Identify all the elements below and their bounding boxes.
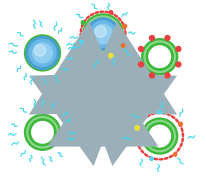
Circle shape [150,157,153,160]
Circle shape [81,21,85,24]
Circle shape [146,43,173,70]
Circle shape [83,14,123,54]
Circle shape [93,24,113,44]
Circle shape [32,122,53,143]
Circle shape [25,35,61,71]
Circle shape [123,24,127,28]
Circle shape [176,62,181,67]
Circle shape [109,53,113,58]
Circle shape [34,45,46,56]
Circle shape [144,41,175,72]
Circle shape [150,73,154,78]
Circle shape [139,46,143,51]
Circle shape [25,114,61,150]
Circle shape [135,126,139,130]
Circle shape [173,153,177,156]
Circle shape [144,120,175,152]
Circle shape [179,122,182,126]
Circle shape [165,36,170,40]
Circle shape [92,84,114,105]
Circle shape [146,123,173,149]
Circle shape [33,43,52,63]
Circle shape [121,44,125,47]
Circle shape [87,79,119,110]
Circle shape [90,21,116,47]
Circle shape [142,118,178,154]
Circle shape [158,110,162,114]
Circle shape [149,46,171,67]
Circle shape [176,46,181,51]
Circle shape [150,36,154,40]
Circle shape [90,81,116,108]
Circle shape [26,36,59,69]
Circle shape [139,62,143,67]
Circle shape [80,40,83,43]
Circle shape [27,117,58,148]
Circle shape [95,26,106,37]
Circle shape [165,73,170,78]
Circle shape [85,77,121,112]
Circle shape [149,125,171,147]
Circle shape [87,18,119,50]
Circle shape [29,40,56,66]
Circle shape [29,119,56,146]
Circle shape [85,16,121,52]
Circle shape [142,39,178,75]
Circle shape [109,11,113,14]
